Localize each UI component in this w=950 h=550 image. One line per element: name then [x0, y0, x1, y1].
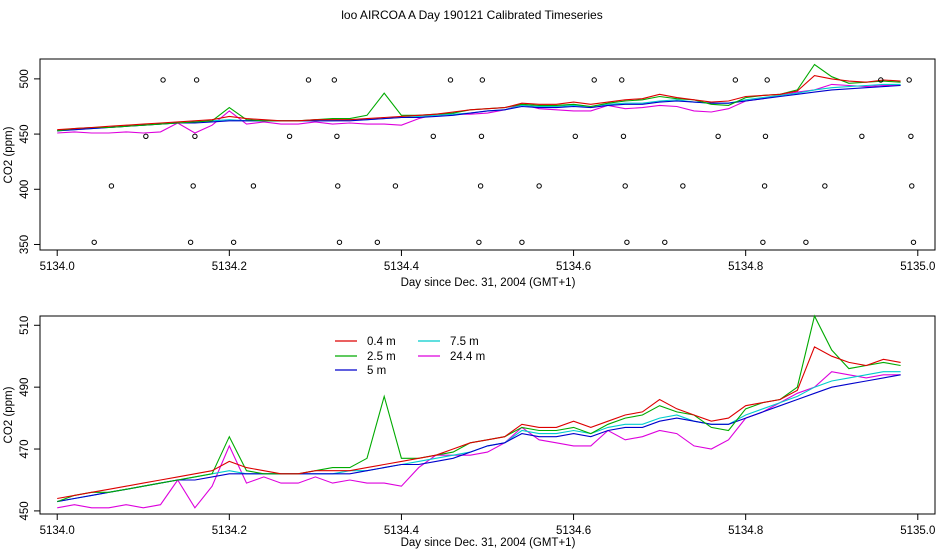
- raw-data-point: [336, 239, 343, 245]
- raw-data-point: [331, 77, 338, 83]
- top-x-axis: 5134.0 5134.2 5134.4 5134.6 5134.8 5135.0: [40, 250, 935, 273]
- raw-data-point: [764, 77, 770, 83]
- top-raw-points: [91, 77, 917, 245]
- raw-data-point: [662, 239, 668, 245]
- raw-data-point: [761, 183, 768, 189]
- raw-data-point: [572, 133, 578, 139]
- raw-data-point: [591, 77, 597, 83]
- raw-data-point: [187, 239, 194, 245]
- raw-data-point: [91, 239, 97, 245]
- raw-data-point: [193, 77, 200, 83]
- y-tick-label: 400: [19, 180, 31, 199]
- raw-data-point: [715, 133, 721, 139]
- raw-data-point: [334, 133, 340, 139]
- raw-data-point: [392, 183, 399, 189]
- x-tick-label: 5134.0: [40, 525, 75, 537]
- raw-data-point: [908, 133, 914, 139]
- legend: 0.4 m 2.5 m 5 m 7.5 m 24.4 m: [335, 336, 485, 377]
- raw-data-point: [762, 133, 769, 139]
- x-tick-label: 5134.8: [728, 525, 763, 537]
- y-tick-label: 450: [19, 124, 31, 143]
- x-tick-label: 5134.2: [212, 261, 247, 273]
- raw-data-point: [447, 77, 454, 83]
- x-tick-label: 5134.6: [556, 525, 591, 537]
- raw-data-point: [478, 133, 485, 139]
- raw-data-point: [878, 77, 884, 83]
- top-series-line-7-5m: [57, 83, 901, 132]
- figure-title: loo AIRCOA A Day 190121 Calibrated Times…: [341, 8, 602, 22]
- bot-series-line-5m: [57, 374, 901, 503]
- bottom-panel: 5134.0 5134.2 5134.4 5134.6 5134.8 5135.0 450…: [3, 314, 936, 549]
- x-tick-label: 5134.0: [40, 261, 75, 273]
- legend-label-7-5m: 7.5 m: [450, 336, 479, 348]
- x-tick-label: 5134.8: [728, 261, 763, 273]
- raw-data-point: [909, 183, 915, 189]
- raw-data-point: [374, 239, 381, 245]
- raw-data-point: [479, 77, 486, 83]
- raw-data-point: [286, 133, 293, 139]
- legend-label-24-4m: 24.4 m: [450, 351, 485, 363]
- raw-data-point: [192, 133, 198, 139]
- top-plot-frame: [39, 58, 936, 251]
- y-tick-label: 510: [19, 316, 31, 335]
- bot-series-line-24-4m: [57, 371, 901, 509]
- y-tick-label: 350: [19, 235, 31, 254]
- raw-data-point: [619, 77, 625, 83]
- raw-data-point: [430, 133, 436, 139]
- top-panel: 5134.0 5134.2 5134.4 5134.6 5134.8 5135.0 350…: [3, 58, 936, 289]
- bottom-y-axis-label: CO2 (ppm): [3, 386, 15, 443]
- top-y-axis: 350 400 450 500: [19, 69, 40, 254]
- raw-data-point: [680, 183, 686, 189]
- raw-data-point: [250, 183, 257, 189]
- y-tick-label: 500: [19, 69, 31, 88]
- x-tick-label: 5134.6: [556, 261, 591, 273]
- raw-data-point: [305, 77, 312, 83]
- y-tick-label: 490: [19, 378, 31, 397]
- bot-series-line-0-4m: [57, 346, 901, 500]
- raw-data-point: [519, 239, 525, 245]
- legend-label-5m: 5 m: [367, 365, 386, 377]
- bot-series-line-7-5m: [57, 371, 901, 503]
- x-tick-label: 5134.4: [384, 525, 420, 537]
- bottom-x-axis-label: Day since Dec. 31, 2004 (GMT+1): [401, 537, 576, 549]
- raw-data-point: [859, 133, 865, 139]
- raw-data-point: [108, 183, 115, 189]
- raw-data-point: [476, 239, 482, 245]
- x-tick-label: 5135.0: [900, 525, 935, 537]
- raw-data-point: [190, 183, 196, 189]
- top-series-line-0-4m: [57, 75, 901, 131]
- raw-data-point: [803, 239, 809, 245]
- raw-data-point: [822, 183, 828, 189]
- raw-data-point: [335, 183, 341, 189]
- raw-data-point: [732, 77, 739, 83]
- x-tick-label: 5134.4: [384, 261, 420, 273]
- y-tick-label: 450: [19, 501, 31, 520]
- raw-data-point: [536, 183, 542, 189]
- raw-data-point: [143, 133, 149, 139]
- legend-label-0-4m: 0.4 m: [367, 336, 396, 348]
- raw-data-point: [620, 133, 627, 139]
- raw-data-point: [906, 77, 912, 83]
- x-tick-label: 5135.0: [900, 261, 935, 273]
- top-y-axis-label: CO2 (ppm): [3, 126, 15, 183]
- x-tick-label: 5134.2: [212, 525, 247, 537]
- top-series-group: [57, 63, 901, 134]
- bot-series-line-2-5m: [57, 314, 901, 503]
- legend-label-2-5m: 2.5 m: [367, 351, 396, 363]
- raw-data-point: [622, 183, 628, 189]
- bottom-plot-frame: [39, 315, 936, 515]
- raw-data-point: [760, 239, 766, 245]
- raw-data-point: [910, 239, 917, 245]
- bottom-series-group: [57, 314, 901, 509]
- top-series-line-5m: [57, 84, 901, 132]
- raw-data-point: [160, 77, 166, 83]
- bottom-x-axis: 5134.0 5134.2 5134.4 5134.6 5134.8 5135.0: [40, 514, 935, 537]
- y-tick-label: 470: [19, 439, 31, 458]
- top-x-axis-label: Day since Dec. 31, 2004 (GMT+1): [401, 277, 576, 289]
- raw-data-point: [230, 239, 237, 245]
- bottom-y-axis: 450 470 490 510: [19, 316, 40, 521]
- raw-data-point: [477, 183, 484, 189]
- raw-data-point: [624, 239, 630, 245]
